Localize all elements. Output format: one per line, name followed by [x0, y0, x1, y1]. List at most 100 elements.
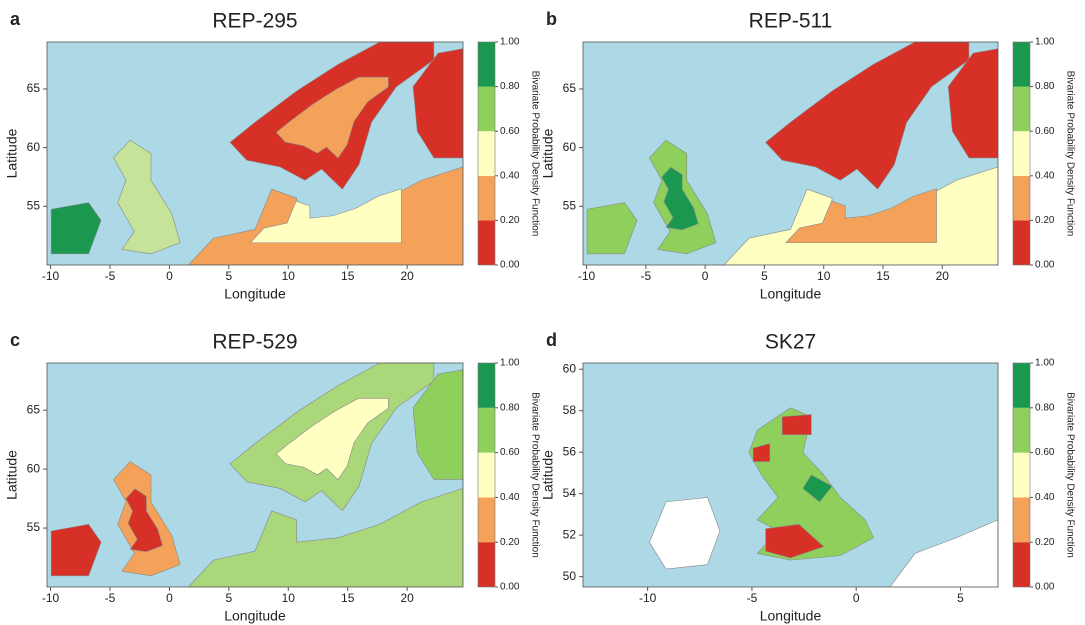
x-tick-label: 10	[282, 269, 296, 283]
colorbar-segment	[1013, 86, 1030, 132]
x-tick-label: 20	[400, 591, 414, 605]
map-panel: b REP-511 Longitude Latitude -10 -5 0 5 10 15 20 55…	[540, 9, 1076, 302]
x-tick-label: 20	[936, 269, 950, 283]
map-panel: a REP-295 Longitude Latitude -10 -5 0 5 10 15 20 55…	[4, 9, 541, 302]
land	[50, 523, 102, 577]
colorbar-tick-label: 0.00	[1035, 260, 1055, 271]
plot-frame	[582, 362, 999, 588]
colorbar-segment	[1013, 42, 1030, 87]
colorbar-frame	[477, 362, 496, 588]
colorbar-segment	[1013, 452, 1030, 498]
x-tick-label: 15	[341, 591, 355, 605]
colorbar-frame	[1012, 41, 1031, 266]
panel-letter: b	[546, 9, 557, 29]
map-area	[47, 42, 463, 265]
colorbar-tick-label: 0.40	[500, 492, 520, 503]
y-tick-label: 54	[563, 486, 577, 500]
x-tick-label: -5	[105, 591, 116, 605]
land	[586, 202, 638, 255]
y-tick-label: 60	[563, 361, 577, 375]
colorbar-tick-label: 0.60	[500, 126, 520, 137]
map-area	[47, 363, 463, 587]
panel-letter: c	[10, 330, 20, 350]
x-tick-label: 5	[761, 269, 768, 283]
y-tick-label: 55	[27, 198, 41, 212]
x-tick-label: -5	[105, 269, 116, 283]
y-tick-label: 60	[27, 461, 41, 475]
land	[785, 188, 937, 244]
land	[188, 488, 463, 587]
x-tick-label: -10	[639, 591, 657, 605]
x-tick-label: 5	[957, 591, 964, 605]
y-tick-label: 50	[563, 569, 577, 583]
colorbar-tick-label: 0.00	[500, 582, 520, 593]
map-title: SK27	[765, 331, 816, 354]
x-tick-label: 15	[341, 269, 355, 283]
colorbar-frame	[477, 41, 496, 266]
colorbar-tick-label: 0.20	[1035, 215, 1055, 226]
colorbar-tick-label: 0.60	[1035, 126, 1055, 137]
land	[275, 76, 389, 159]
colorbar-tick-label: 0.20	[1035, 537, 1055, 548]
x-tick-label: 5	[226, 269, 233, 283]
map-panel: d SK27 Longitude Latitude -10 -5 0 5 50 52 54 56 58 6…	[540, 330, 1076, 624]
land	[947, 48, 998, 159]
land	[113, 139, 181, 255]
y-tick-label: 58	[563, 403, 577, 417]
colorbar-segment	[478, 407, 495, 453]
plot-frame	[582, 41, 999, 266]
x-tick-label: 15	[876, 269, 890, 283]
y-tick-label: 60	[563, 140, 577, 154]
colorbar-label: Bivariate Probability Density Function	[529, 71, 540, 237]
colorbar-segment	[1013, 542, 1030, 587]
map-title: REP-511	[749, 10, 833, 33]
colorbar-tick-label: 0.00	[1035, 582, 1055, 593]
land	[802, 474, 833, 503]
colorbar-tick-label: 1.00	[500, 37, 520, 48]
y-tick-label: 55	[27, 520, 41, 534]
land	[661, 166, 699, 231]
land	[249, 188, 402, 244]
x-tick-label: -5	[747, 591, 758, 605]
x-axis-label: Longitude	[760, 286, 822, 302]
land	[412, 369, 463, 480]
colorbar-tick-label: 1.00	[1035, 37, 1055, 48]
x-axis-label: Longitude	[760, 608, 822, 624]
x-tick-label: 0	[166, 591, 173, 605]
colorbar-tick-label: 0.40	[500, 170, 520, 181]
map-title: REP-295	[212, 10, 297, 33]
land	[412, 48, 463, 159]
land	[50, 202, 102, 255]
x-tick-label: 0	[853, 591, 860, 605]
x-tick-label: -10	[578, 269, 596, 283]
land	[649, 497, 721, 570]
land	[781, 414, 812, 435]
colorbar-tick-label: 0.80	[500, 402, 520, 413]
plot-frame	[46, 41, 464, 266]
colorbar-segment	[1013, 175, 1030, 221]
x-tick-label: -10	[42, 269, 60, 283]
y-axis-label: Latitude	[4, 128, 20, 178]
colorbar-segment	[478, 452, 495, 498]
y-tick-label: 65	[27, 81, 41, 95]
colorbar-segment	[1013, 220, 1030, 265]
y-tick-label: 65	[563, 81, 577, 95]
y-axis-label: Latitude	[540, 450, 556, 500]
colorbar-label: Bivariate Probability Density Function	[529, 392, 540, 558]
panel-letter: a	[10, 9, 21, 29]
x-tick-label: 0	[166, 269, 173, 283]
colorbar-segment	[1013, 131, 1030, 176]
x-tick-label: -10	[42, 591, 60, 605]
colorbar-tick-label: 0.60	[1035, 447, 1055, 458]
y-axis-label: Latitude	[540, 128, 556, 178]
y-tick-label: 56	[563, 444, 577, 458]
land	[752, 443, 771, 462]
panel-letter: d	[546, 330, 557, 350]
land	[275, 398, 389, 481]
x-tick-label: 0	[702, 269, 709, 283]
x-axis-label: Longitude	[224, 608, 286, 624]
map-panel: c REP-529 Longitude Latitude -10 -5 0 5 10 15 20 55…	[4, 330, 541, 624]
y-tick-label: 55	[563, 198, 577, 212]
colorbar-tick-label: 1.00	[1035, 358, 1055, 369]
colorbar-tick-label: 1.00	[500, 358, 520, 369]
